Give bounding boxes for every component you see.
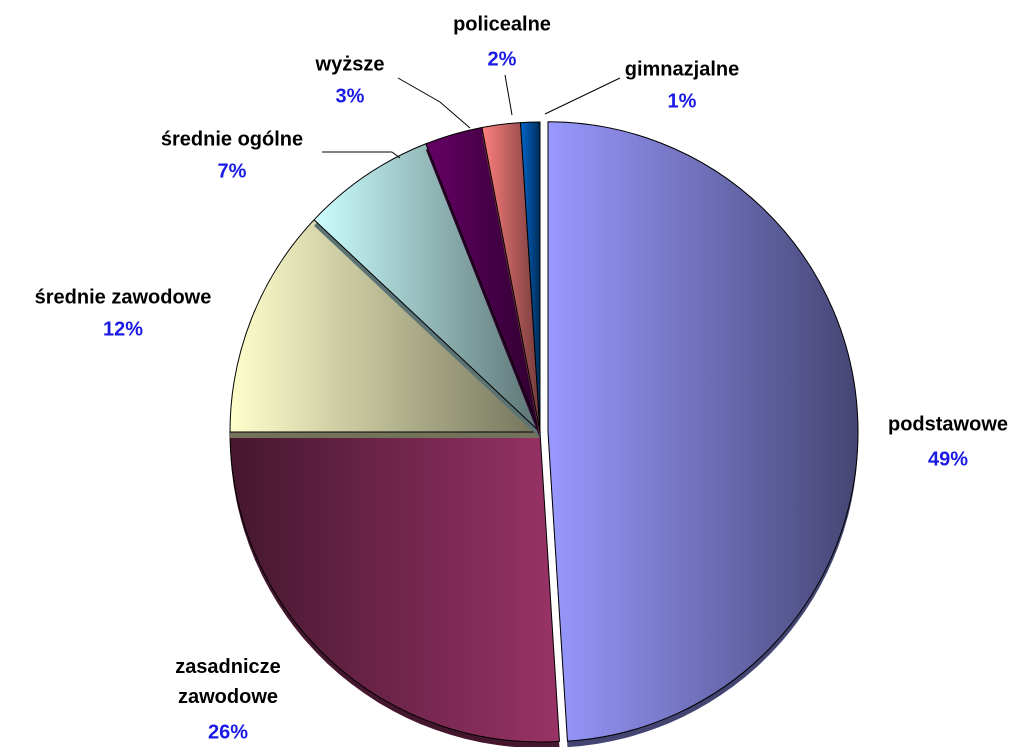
leader-line: [544, 77, 621, 115]
slice: [313, 143, 541, 433]
value-label: 26%: [208, 721, 248, 743]
slice-label: policealne: [453, 13, 551, 35]
labels: podstawowe 49% zasadnicze zawodowe 26% średni…: [35, 13, 1008, 743]
label-line: zasadnicze: [175, 656, 281, 678]
slice: [519, 121, 541, 433]
label-line: zawodowe: [178, 686, 278, 708]
slice-label: zasadnicze zawodowe: [175, 656, 281, 708]
value-label: 12%: [103, 318, 143, 340]
leader-line: [397, 77, 471, 129]
slice-label: średnie ogólne: [161, 128, 303, 150]
slice-label: podstawowe: [888, 413, 1008, 435]
slice-label: średnie zawodowe: [35, 286, 212, 308]
leader-line: [504, 74, 513, 116]
value-label: 7%: [218, 160, 247, 182]
pie: [229, 121, 859, 747]
slice: [229, 219, 542, 433]
leader-line: [391, 151, 401, 159]
value-label: 1%: [668, 90, 697, 112]
slice: [547, 121, 859, 742]
value-label: 2%: [488, 48, 517, 70]
slice-label: gimnazjalne: [625, 58, 739, 80]
slice: [229, 431, 561, 743]
value-label: 3%: [336, 85, 365, 107]
slice-label: wyższe: [315, 53, 385, 75]
value-label: 49%: [928, 448, 968, 470]
